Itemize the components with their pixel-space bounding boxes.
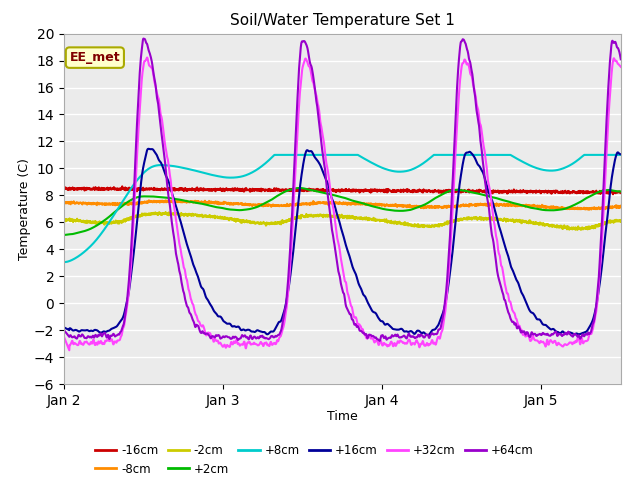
+16cm	[424, 332, 431, 338]
+8cm	[601, 152, 609, 158]
+32cm	[332, 221, 339, 227]
X-axis label: Time: Time	[327, 410, 358, 423]
+32cm	[143, 55, 151, 60]
-8cm	[601, 205, 609, 211]
Line: -8cm: -8cm	[64, 200, 621, 210]
-8cm	[586, 207, 593, 213]
Line: +64cm: +64cm	[64, 38, 621, 341]
Line: +2cm: +2cm	[64, 188, 621, 235]
+8cm	[499, 152, 506, 158]
+32cm	[60, 334, 68, 340]
+16cm	[316, 162, 324, 168]
+2cm	[60, 232, 68, 238]
Text: EE_met: EE_met	[70, 51, 120, 64]
+64cm	[140, 36, 147, 41]
+16cm	[602, 233, 609, 239]
+32cm	[602, 177, 609, 182]
Line: +16cm: +16cm	[64, 149, 621, 335]
+64cm	[331, 246, 339, 252]
-2cm	[601, 220, 609, 226]
+8cm	[88, 241, 96, 247]
-2cm	[316, 212, 324, 217]
+32cm	[65, 348, 73, 353]
-2cm	[162, 209, 170, 215]
+32cm	[499, 269, 507, 275]
Title: Soil/Water Temperature Set 1: Soil/Water Temperature Set 1	[230, 13, 455, 28]
-2cm	[499, 218, 506, 224]
-16cm	[60, 185, 68, 191]
+16cm	[499, 237, 507, 242]
-2cm	[60, 217, 68, 223]
+16cm	[145, 146, 152, 152]
-8cm	[602, 206, 609, 212]
+64cm	[60, 327, 68, 333]
+8cm	[60, 259, 68, 265]
-2cm	[617, 219, 625, 225]
-2cm	[573, 227, 581, 233]
-16cm	[316, 187, 324, 192]
-16cm	[617, 190, 625, 196]
+64cm	[499, 291, 507, 297]
Legend: -16cm, -8cm, -2cm, +2cm, +8cm, +16cm, +32cm, +64cm: -16cm, -8cm, -2cm, +2cm, +8cm, +16cm, +3…	[90, 439, 539, 480]
+32cm	[617, 64, 625, 70]
+64cm	[376, 338, 383, 344]
-8cm	[88, 201, 96, 207]
+64cm	[316, 130, 324, 136]
-8cm	[145, 197, 153, 203]
+8cm	[271, 152, 278, 158]
-8cm	[331, 199, 339, 205]
-16cm	[601, 189, 609, 195]
-8cm	[60, 200, 68, 205]
-16cm	[88, 186, 96, 192]
+64cm	[617, 56, 625, 62]
+32cm	[89, 339, 97, 345]
Line: -2cm: -2cm	[64, 212, 621, 230]
+64cm	[601, 152, 609, 158]
-16cm	[609, 192, 617, 197]
+2cm	[617, 189, 625, 194]
+64cm	[602, 145, 609, 151]
Y-axis label: Temperature (C): Temperature (C)	[18, 158, 31, 260]
Line: +8cm: +8cm	[64, 155, 621, 262]
+2cm	[296, 185, 303, 191]
Line: -16cm: -16cm	[64, 186, 621, 194]
+8cm	[601, 152, 609, 158]
-2cm	[331, 215, 339, 221]
+32cm	[601, 182, 609, 188]
+16cm	[617, 151, 625, 157]
-8cm	[316, 201, 324, 206]
-2cm	[88, 218, 96, 224]
+16cm	[60, 324, 68, 330]
+2cm	[601, 188, 609, 193]
+2cm	[88, 225, 96, 231]
+8cm	[617, 152, 625, 158]
-8cm	[499, 202, 506, 208]
+2cm	[316, 189, 324, 195]
-16cm	[601, 190, 609, 195]
+16cm	[601, 235, 609, 241]
-2cm	[602, 221, 609, 227]
-16cm	[499, 189, 506, 194]
-8cm	[617, 204, 625, 209]
+16cm	[88, 328, 96, 334]
Line: +32cm: +32cm	[64, 58, 621, 350]
+8cm	[331, 152, 339, 158]
+2cm	[331, 192, 339, 198]
+2cm	[499, 197, 506, 203]
-16cm	[331, 188, 339, 194]
+2cm	[601, 188, 609, 193]
+32cm	[317, 120, 324, 126]
+64cm	[88, 334, 96, 339]
+16cm	[331, 204, 339, 210]
-16cm	[118, 183, 126, 189]
+8cm	[316, 152, 324, 158]
